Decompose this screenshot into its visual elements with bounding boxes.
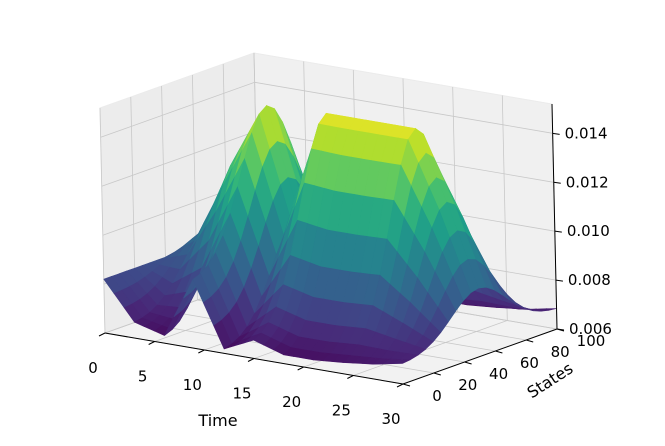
- x-axis-label: Time: [197, 411, 237, 430]
- z-tick-mark: [556, 328, 565, 331]
- x-tick-mark: [297, 366, 304, 371]
- axes: [98, 103, 565, 388]
- surface-mesh: [103, 104, 557, 365]
- x-tick-mark: [148, 341, 155, 345]
- x-tick-label: 25: [332, 402, 351, 420]
- z-tick-label: 0.006: [569, 320, 612, 338]
- x-tick-label: 20: [282, 393, 301, 411]
- z-tick-label: 0.010: [567, 222, 610, 240]
- y-tick-label: 0: [432, 387, 442, 405]
- y-tick-mark: [402, 383, 411, 387]
- x-tick-mark: [98, 332, 106, 337]
- x-tick-label: 5: [138, 368, 148, 386]
- y-tick-label: 40: [489, 365, 508, 383]
- y-tick-label: 100: [577, 332, 606, 350]
- x-tick-mark: [247, 358, 255, 362]
- x-tick-mark: [198, 349, 205, 354]
- y-tick-mark: [495, 350, 503, 354]
- z-axis-line: [551, 103, 558, 330]
- y-tick-mark: [464, 361, 472, 365]
- y-tick-mark: [526, 339, 534, 343]
- y-tick-label: 20: [458, 376, 477, 394]
- z-tick-label: 0.012: [566, 173, 609, 191]
- y-tick-mark: [433, 372, 441, 376]
- y-tick-label: 80: [551, 343, 570, 361]
- x-tick-label: 30: [381, 410, 400, 428]
- y-tick-label: 60: [520, 354, 539, 372]
- z-tick-mark: [555, 279, 563, 282]
- y-axis-line: [402, 328, 558, 385]
- z-tick-mark: [552, 132, 560, 135]
- x-tick-mark: [347, 375, 354, 379]
- z-tick-mark: [553, 181, 561, 184]
- z-tick-mark: [554, 230, 562, 233]
- z-tick-label: 0.008: [568, 271, 611, 289]
- x-tick-mark: [396, 383, 404, 388]
- x-tick-label: 0: [88, 359, 98, 377]
- surface-patch: [392, 359, 411, 364]
- x-tick-label: 10: [183, 376, 202, 394]
- z-tick-label: 0.014: [565, 124, 608, 142]
- grid-line: [100, 81, 553, 138]
- x-tick-label: 15: [232, 385, 251, 403]
